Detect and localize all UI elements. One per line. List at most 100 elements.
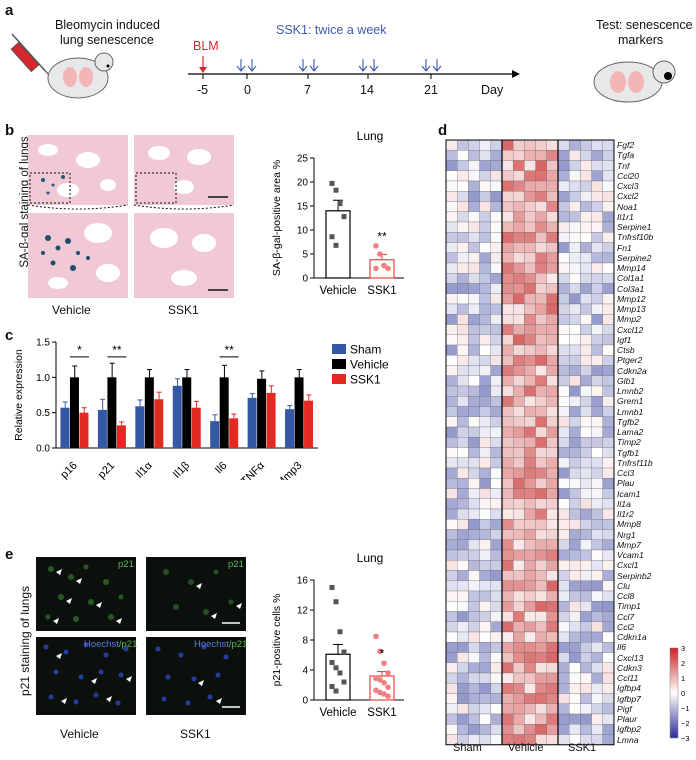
gene-label: Il6 xyxy=(617,642,627,653)
heatmap-cell xyxy=(479,170,491,182)
heatmap-cell xyxy=(535,621,547,633)
heatmap-cell xyxy=(501,478,514,489)
heatmap-cell xyxy=(457,375,469,387)
timeline-day-0: -5 xyxy=(197,83,209,97)
heatmap-cell xyxy=(602,457,615,469)
heatmap-cell xyxy=(602,693,615,704)
heatmap-cell xyxy=(490,262,503,274)
heatmap-cell xyxy=(602,160,615,171)
heatmap-cell xyxy=(535,683,547,694)
heatmap-cell xyxy=(445,457,458,469)
gene-label: Vcam1 xyxy=(617,550,644,560)
heatmap-cell xyxy=(546,242,559,253)
heatmap-cell xyxy=(535,549,547,561)
heatmap-cell xyxy=(524,242,536,253)
data-point xyxy=(329,585,335,590)
micrograph-p21-ssk1 xyxy=(146,557,246,631)
gene-label: Mmp2 xyxy=(617,314,641,325)
heatmap-cell xyxy=(479,201,491,212)
heatmap-cell xyxy=(524,170,536,182)
heatmap-cell xyxy=(468,590,480,602)
heatmap-cell xyxy=(501,344,514,356)
heatmap-cell xyxy=(501,549,514,561)
heatmap-cell xyxy=(557,621,570,633)
heatmap-cell xyxy=(557,570,570,581)
heatmap-senescence-genes xyxy=(445,139,615,746)
heatmap-cell xyxy=(457,508,469,520)
heatmap-cell xyxy=(457,385,469,397)
heatmap-cell xyxy=(490,580,503,592)
heatmap-cell xyxy=(591,314,603,325)
heatmap-cell xyxy=(569,385,581,397)
data-point xyxy=(381,679,387,686)
gene-label: Cxcl1 xyxy=(617,560,639,571)
heatmap-cell xyxy=(445,570,458,581)
heatmap-cell xyxy=(535,242,547,253)
heatmap-cell xyxy=(591,683,603,694)
heatmap-cell xyxy=(569,560,581,571)
timeline-day-unit: Day xyxy=(481,83,504,97)
heatmap-cell xyxy=(591,334,603,346)
gene-label: Cdkn2a xyxy=(617,365,647,376)
heatmap-cell xyxy=(479,560,491,571)
chart-title: Lung xyxy=(357,551,384,565)
heatmap-cell xyxy=(524,211,536,223)
heatmap-cell xyxy=(557,642,570,653)
heatmap-cell xyxy=(591,293,603,305)
heatmap-cell xyxy=(557,437,570,448)
heatmap-cell xyxy=(490,303,503,315)
heatmap-cell xyxy=(535,262,547,274)
heatmap-cell xyxy=(479,703,491,715)
heatmap-cell xyxy=(546,621,559,633)
heatmap-cell xyxy=(479,262,491,274)
bar xyxy=(191,407,201,448)
heatmap-cell xyxy=(513,191,525,202)
heatmap-cell xyxy=(445,334,458,346)
heatmap-cell xyxy=(501,242,514,253)
heatmap-cell xyxy=(546,426,559,438)
heatmap-cell xyxy=(569,703,581,715)
heatmap-cell xyxy=(535,221,547,233)
heatmap-cell xyxy=(535,467,547,479)
heatmap-cell xyxy=(457,252,469,264)
heatmap-cell xyxy=(580,201,592,212)
heatmap-cell xyxy=(557,580,570,592)
heatmap-cell xyxy=(445,488,458,499)
heatmap-cell xyxy=(557,519,570,530)
heatmap-cell xyxy=(479,426,491,438)
heatmap-cell xyxy=(546,672,559,684)
heatmap-cell xyxy=(557,252,570,264)
heatmap-cell xyxy=(468,252,480,264)
heatmap-cell xyxy=(479,539,491,551)
heatmap-cell xyxy=(535,529,547,540)
heatmap-colorbar: 3 2 1 0 −1 −2 −3 xyxy=(669,644,690,743)
heatmap-cell xyxy=(479,693,491,704)
heatmap-cell xyxy=(490,457,503,469)
heatmap-cell xyxy=(591,201,603,212)
heatmap-cell xyxy=(445,242,458,253)
heatmap-cell xyxy=(580,314,592,325)
heatmap-cell xyxy=(557,139,570,151)
heatmap-cell xyxy=(479,467,491,479)
heatmap-cell xyxy=(569,150,581,161)
heatmap-cell xyxy=(490,365,503,376)
heatmap-cell xyxy=(457,549,469,561)
heatmap-cell xyxy=(569,242,581,253)
heatmap-cell xyxy=(445,303,458,315)
heatmap-cell xyxy=(557,713,570,725)
heatmap-cell xyxy=(445,396,458,407)
heatmap-cell xyxy=(580,601,592,612)
heatmap-cell xyxy=(524,303,536,315)
micrograph-vehicle-overview xyxy=(28,135,128,205)
heatmap-cell xyxy=(569,221,581,233)
heatmap-cell xyxy=(535,488,547,499)
heatmap-cell xyxy=(513,498,525,510)
heatmap-cell xyxy=(591,344,603,356)
heatmap-cell xyxy=(513,375,525,387)
heatmap-cell xyxy=(490,590,503,602)
significance-marker: ** xyxy=(112,343,122,357)
heatmap-cell xyxy=(445,314,458,325)
heatmap-cell xyxy=(546,201,559,212)
heatmap-cell xyxy=(524,273,536,284)
heatmap-cell xyxy=(524,549,536,561)
